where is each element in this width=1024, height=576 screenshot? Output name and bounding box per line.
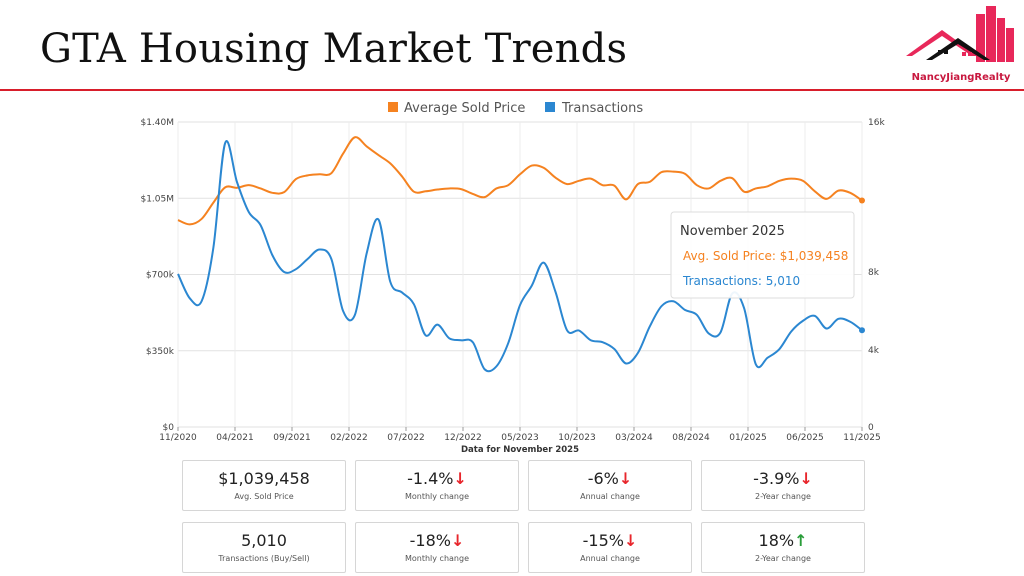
x-tick-label: 09/2021 <box>273 433 310 443</box>
tooltip-title: November 2025 <box>680 224 785 239</box>
y-tick-label-left: $1.40M <box>140 118 174 128</box>
arrow-up-icon: ↑ <box>794 531 808 550</box>
logo-text: NancyJiangRealty <box>911 72 1011 83</box>
stat-card: -3.9%↓ 2-Year change <box>701 460 865 511</box>
x-tick-label: 08/2024 <box>672 433 710 443</box>
tooltip-box <box>670 211 855 299</box>
legend-label-transactions: Transactions <box>561 101 643 116</box>
transactions-series-line-last-point <box>859 327 865 334</box>
stat-card: 5,010 Transactions (Buy/Sell) <box>182 522 346 573</box>
y-tick-label-left: $700k <box>146 271 175 281</box>
arrow-down-icon: ↓ <box>618 469 633 488</box>
legend-swatch-transactions <box>545 102 555 112</box>
stat-value-text: 5,010 <box>241 531 287 550</box>
tooltip-price: Avg. Sold Price: $1,039,458 <box>683 249 848 263</box>
stat-label: Annual change <box>580 492 640 501</box>
price-series-line-last-point <box>859 197 865 204</box>
x-axis-title: Data for November 2025 <box>461 445 579 455</box>
x-tick-label: 10/2023 <box>558 433 595 443</box>
stat-value-text: -1.4% <box>407 469 454 488</box>
stat-value-text: -6% <box>587 469 619 488</box>
stat-label: 2-Year change <box>755 554 811 563</box>
x-tick-label: 04/2021 <box>216 433 253 443</box>
x-tick-label: 11/2020 <box>159 433 197 443</box>
stat-label: Transactions (Buy/Sell) <box>218 554 310 563</box>
stat-label: Avg. Sold Price <box>234 492 294 501</box>
stat-card: -6%↓ Annual change <box>528 460 692 511</box>
legend-swatch-price <box>388 102 398 112</box>
city-skyline-icon <box>906 6 1014 62</box>
stat-card: -18%↓ Monthly change <box>355 522 519 573</box>
x-tick-label: 06/2025 <box>786 433 823 443</box>
stat-card: $1,039,458 Avg. Sold Price <box>182 460 346 511</box>
arrow-down-icon: ↓ <box>623 531 638 550</box>
stat-value: 18%↑ <box>702 531 864 550</box>
stat-value: -18%↓ <box>356 531 518 550</box>
legend-label-price: Average Sold Price <box>404 101 525 116</box>
y-tick-label-left: $0 <box>163 423 175 433</box>
stat-card: -15%↓ Annual change <box>528 522 692 573</box>
x-tick-label: 02/2022 <box>330 433 367 443</box>
y-tick-label-left: $1.05M <box>140 194 174 204</box>
transactions-series-line <box>177 140 863 373</box>
x-tick-label: 11/2025 <box>843 433 880 443</box>
y-tick-label-right: 8k <box>868 268 880 278</box>
arrow-down-icon: ↓ <box>799 469 813 488</box>
y-tick-label-right: 0 <box>868 423 874 433</box>
tooltip-transactions: Transactions: 5,010 <box>682 274 800 288</box>
stat-label: Annual change <box>580 554 640 563</box>
x-tick-label: 12/2022 <box>444 433 481 443</box>
arrow-down-icon: ↓ <box>450 531 465 550</box>
stat-value: -1.4%↓ <box>356 469 518 488</box>
stat-value-text: -15% <box>582 531 624 550</box>
slide-title: GTA Housing Market Trends <box>40 26 628 72</box>
stat-card: 18%↑ 2-Year change <box>701 522 865 573</box>
stat-value-text: -18% <box>409 531 451 550</box>
stat-value-text: $1,039,458 <box>218 469 310 488</box>
x-tick-label: 03/2024 <box>615 433 653 443</box>
x-tick-label: 07/2022 <box>387 433 424 443</box>
y-tick-label-right: 16k <box>868 118 885 128</box>
stat-value-text: -3.9% <box>753 469 800 488</box>
x-tick-label: 01/2025 <box>729 433 766 443</box>
stat-value: 5,010 <box>183 531 345 550</box>
x-tick-label: 05/2023 <box>501 433 538 443</box>
stat-value: $1,039,458 <box>183 469 345 488</box>
price-series-line <box>177 136 863 226</box>
y-tick-label-right: 4k <box>868 346 880 356</box>
stat-value-text: 18% <box>758 531 795 550</box>
arrow-down-icon: ↓ <box>453 469 467 488</box>
stat-value: -15%↓ <box>529 531 691 550</box>
stat-label: 2-Year change <box>755 492 811 501</box>
stat-label: Monthly change <box>404 554 469 563</box>
stat-value: -6%↓ <box>529 469 691 488</box>
title-divider <box>0 89 1024 91</box>
stat-value: -3.9%↓ <box>702 469 864 488</box>
y-tick-label-left: $350k <box>146 347 175 357</box>
stat-label: Monthly change <box>404 492 469 501</box>
brand-logo: NancyJiangRealty <box>900 4 1022 90</box>
stat-card: -1.4%↓ Monthly change <box>355 460 519 511</box>
